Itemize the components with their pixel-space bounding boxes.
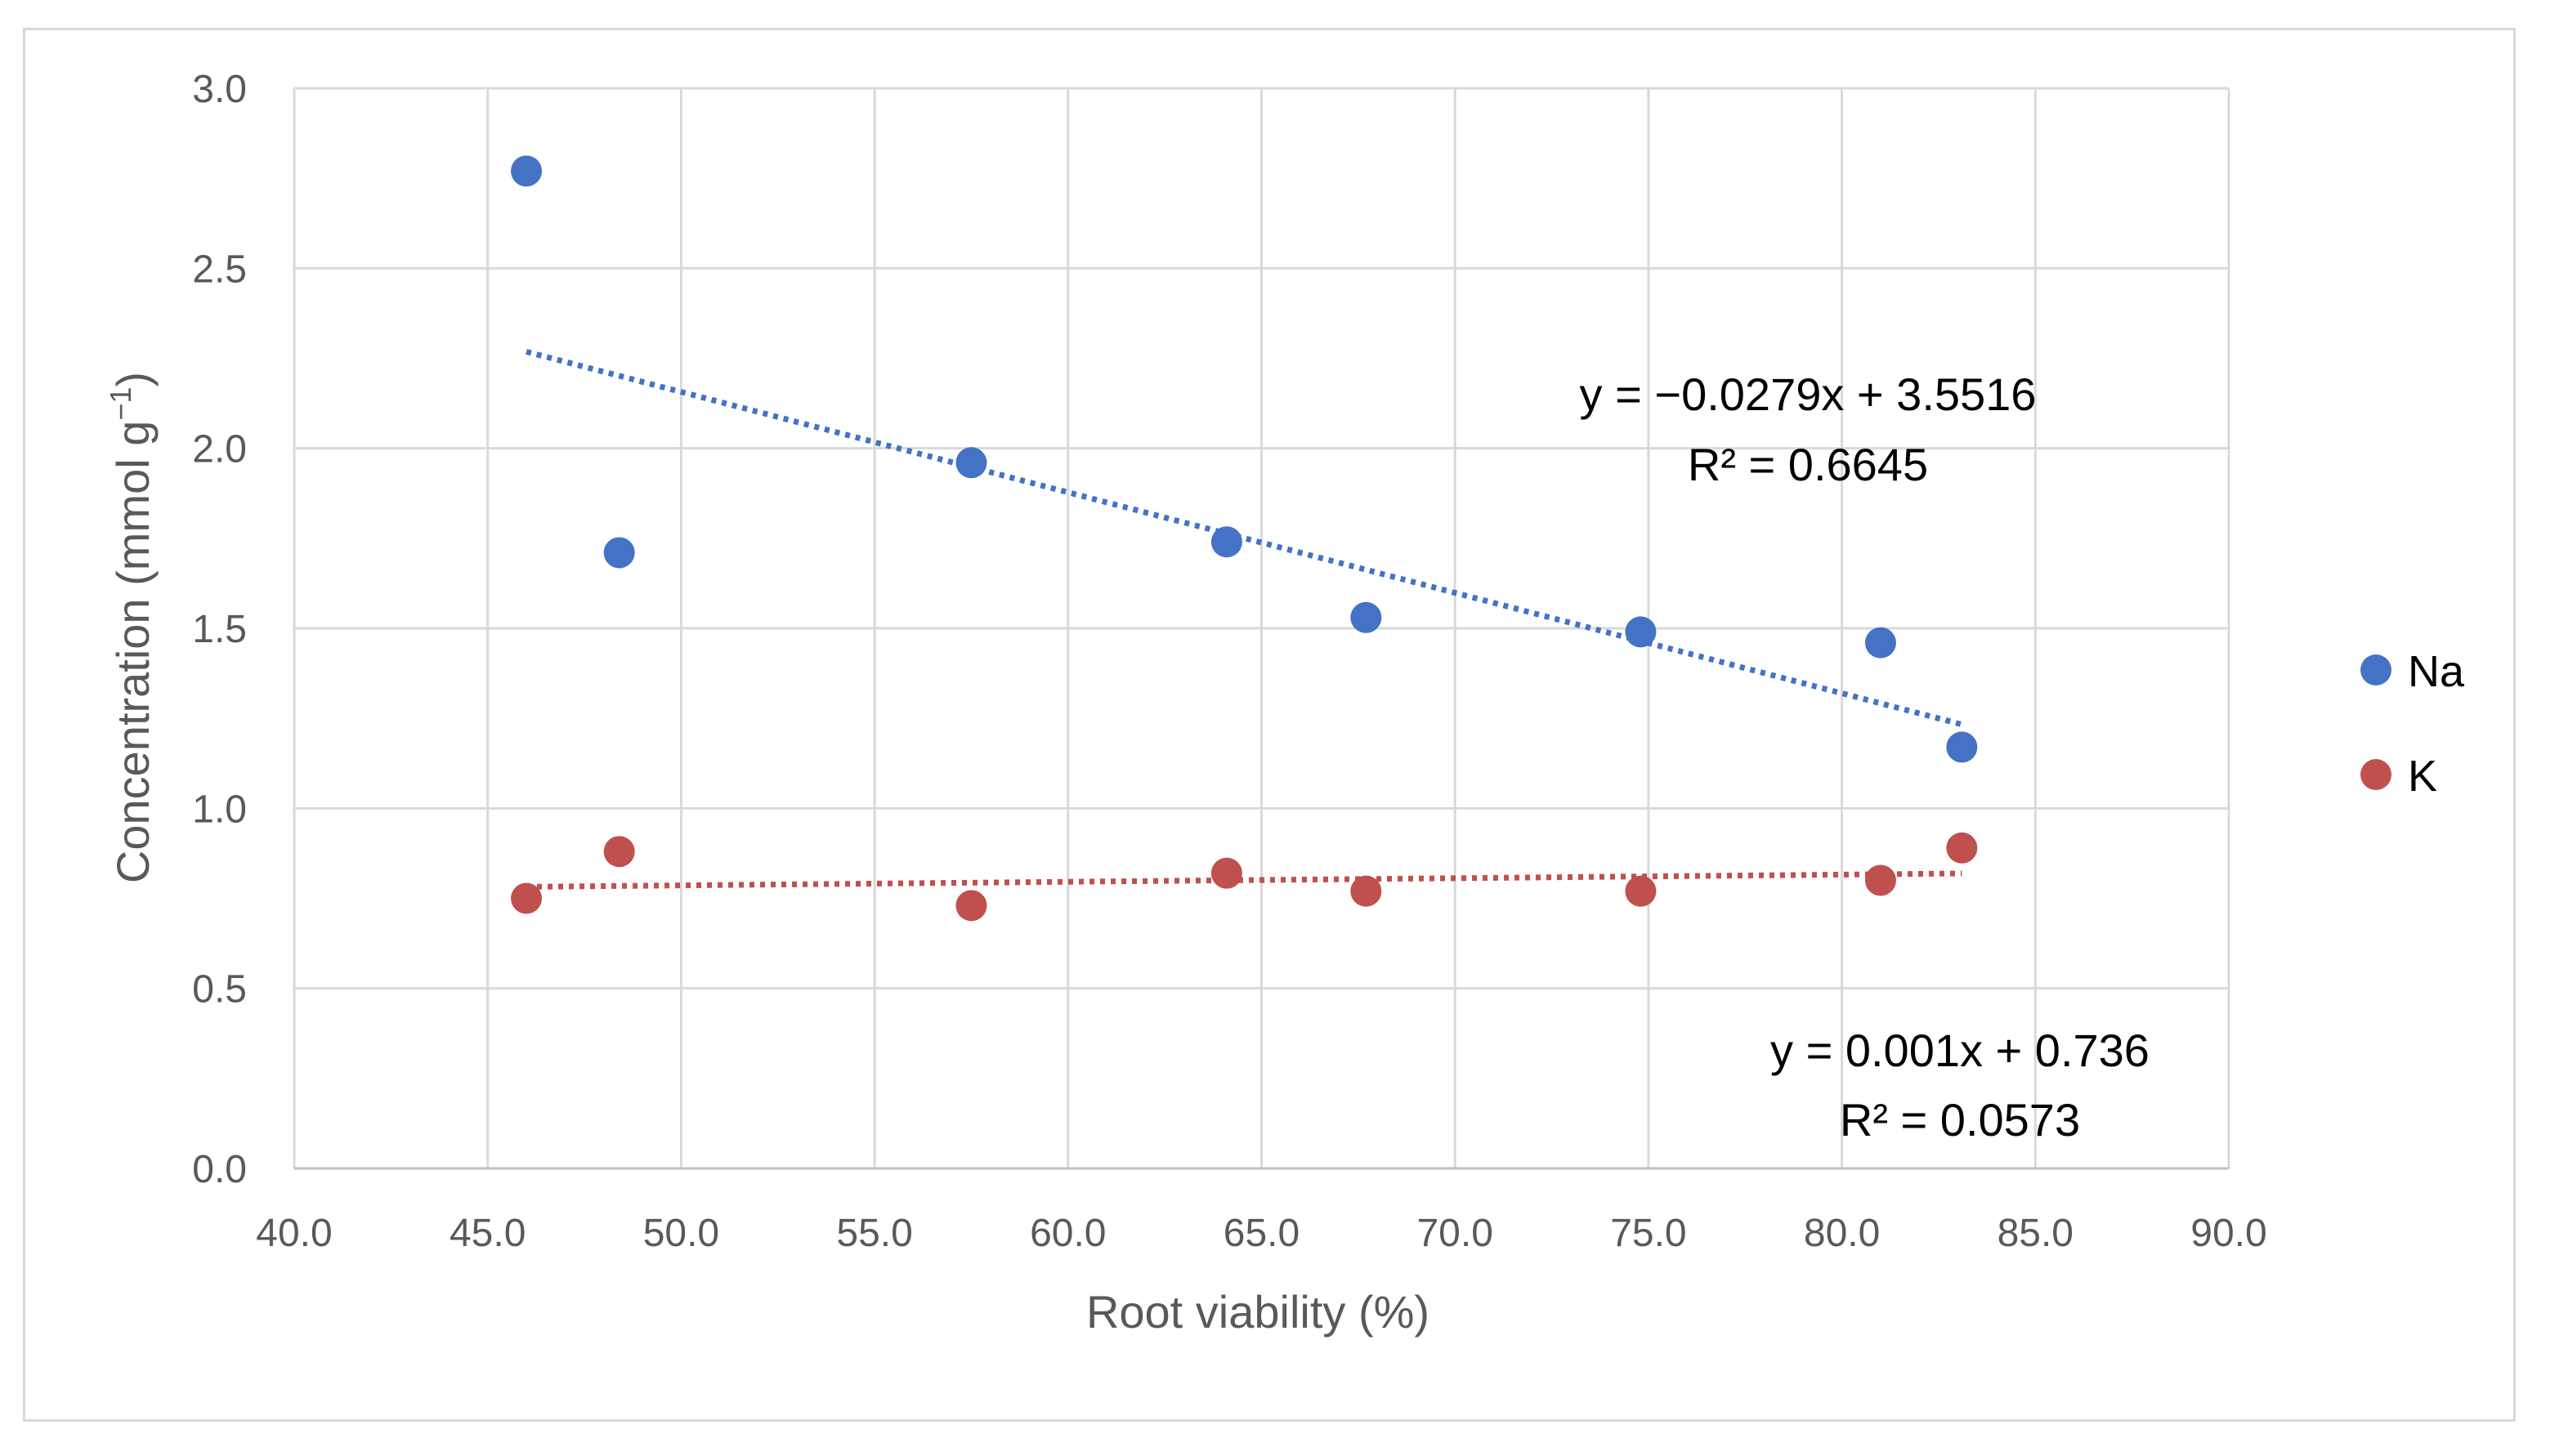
na-data-point	[603, 537, 635, 569]
x-tick-label: 70.0	[1416, 1212, 1492, 1255]
gridlines	[293, 87, 2230, 1170]
na-data-point	[955, 447, 987, 479]
na-trendline	[526, 349, 1963, 727]
trendlines	[526, 349, 1963, 890]
k-data-point	[1864, 864, 1896, 896]
legend-marker-na	[2360, 654, 2391, 686]
k-data-point	[1210, 857, 1242, 889]
k-data-point	[511, 882, 543, 914]
y-axis-ticks: 0.0 0.5 1.0 1.5 2.0 2.5 3.0	[192, 68, 247, 1191]
y-axis-title-close: )	[107, 372, 159, 387]
y-tick-label: 3.0	[192, 68, 247, 111]
y-tick-label: 2.0	[192, 428, 247, 471]
y-tick-label: 2.5	[192, 248, 247, 291]
k-data-point	[955, 890, 987, 922]
y-axis-title: Concentration (mmol g−1)	[104, 372, 159, 883]
na-data-point	[511, 155, 543, 187]
data-points	[511, 155, 1978, 922]
na-trend-r2: R² = 0.6645	[1688, 439, 1928, 490]
y-axis-title-superscript: −1	[104, 387, 137, 421]
x-tick-label: 90.0	[2190, 1212, 2266, 1255]
legend-label-k: K	[2408, 752, 2437, 801]
y-tick-label: 0.5	[192, 968, 247, 1012]
na-data-point	[1946, 731, 1978, 763]
x-tick-label: 55.0	[836, 1212, 912, 1255]
na-data-point	[1210, 526, 1242, 558]
na-trend-equation: y = −0.0279x + 3.5516	[1580, 368, 2037, 420]
legend-label-na: Na	[2408, 647, 2465, 696]
na-data-point	[1350, 601, 1382, 633]
legend-marker-k	[2360, 759, 2391, 790]
k-trend-r2: R² = 0.0573	[1840, 1094, 2080, 1146]
x-tick-label: 80.0	[1804, 1212, 1880, 1255]
x-tick-label: 40.0	[256, 1212, 332, 1255]
k-data-point	[603, 836, 635, 868]
x-axis-title: Root viability (%)	[1086, 1286, 1429, 1338]
y-tick-label: 1.5	[192, 608, 247, 651]
k-data-point	[1946, 832, 1978, 864]
k-data-point	[1625, 875, 1657, 907]
x-tick-label: 50.0	[643, 1212, 719, 1255]
x-tick-label: 75.0	[1610, 1212, 1686, 1255]
y-tick-label: 1.0	[192, 788, 247, 831]
x-tick-label: 45.0	[450, 1212, 526, 1255]
x-tick-label: 60.0	[1030, 1212, 1106, 1255]
k-data-point	[1350, 875, 1382, 907]
na-data-point	[1625, 616, 1657, 648]
x-tick-label: 85.0	[1998, 1212, 2074, 1255]
y-axis-title-main: Concentration (mmol g	[107, 421, 159, 883]
k-trendline	[526, 870, 1962, 890]
y-tick-label: 0.0	[192, 1148, 247, 1191]
na-data-point	[1864, 627, 1896, 659]
k-trend-equation: y = 0.001x + 0.736	[1770, 1025, 2150, 1076]
chart-frame	[23, 28, 2516, 1422]
x-axis-ticks: 40.0 45.0 50.0 55.0 60.0 65.0 70.0 75.0 80.0 85.0…	[256, 1212, 2266, 1255]
legend: Na K	[2360, 647, 2465, 801]
x-tick-label: 65.0	[1224, 1212, 1300, 1255]
